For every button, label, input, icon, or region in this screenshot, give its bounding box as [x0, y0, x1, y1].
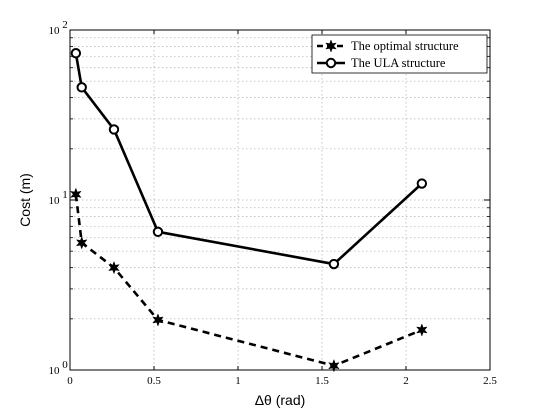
- legend-entry-label: The ULA structure: [351, 56, 446, 70]
- x-tick-label: 1.5: [315, 375, 329, 387]
- y-tick-exponent: 1: [62, 189, 68, 201]
- data-point-star: [325, 39, 337, 53]
- x-tick-label: 2.5: [483, 375, 497, 387]
- x-tick-label: 0: [67, 375, 73, 387]
- series-line: [74, 194, 423, 368]
- data-point-star: [152, 313, 164, 327]
- x-tick-label: 1: [235, 375, 241, 387]
- series-layer: [70, 48, 428, 373]
- data-point-star: [416, 323, 428, 337]
- legend-entry-label: The optimal structure: [351, 39, 459, 53]
- y-tick-exponent: 0: [62, 359, 68, 371]
- data-point-star: [328, 358, 340, 373]
- data-point-star: [75, 236, 88, 250]
- x-tick-label: 2: [403, 375, 409, 387]
- y-tick-label: 10: [49, 365, 61, 377]
- data-point-circle: [328, 258, 340, 270]
- y-axis-label: Cost (m): [17, 173, 33, 227]
- data-point-circle: [76, 82, 87, 93]
- legend-box: [311, 34, 488, 74]
- x-axis-label: Δθ (rad): [255, 392, 306, 408]
- data-point-star: [70, 187, 82, 202]
- y-tick-exponent: 2: [62, 19, 68, 31]
- axes: [69, 29, 491, 371]
- data-point-circle: [325, 57, 337, 69]
- legend: The optimal structure The ULA structure: [311, 34, 488, 74]
- data-point-circle: [416, 178, 428, 189]
- series-line: [74, 53, 423, 266]
- data-point-star: [108, 260, 120, 275]
- x-tick-label: 0.5: [147, 375, 161, 387]
- data-point-circle: [70, 48, 82, 59]
- y-tick-label: 10: [49, 195, 61, 207]
- data-point-circle: [152, 226, 164, 238]
- y-tick-label: 10: [49, 25, 61, 37]
- data-point-circle: [108, 124, 120, 135]
